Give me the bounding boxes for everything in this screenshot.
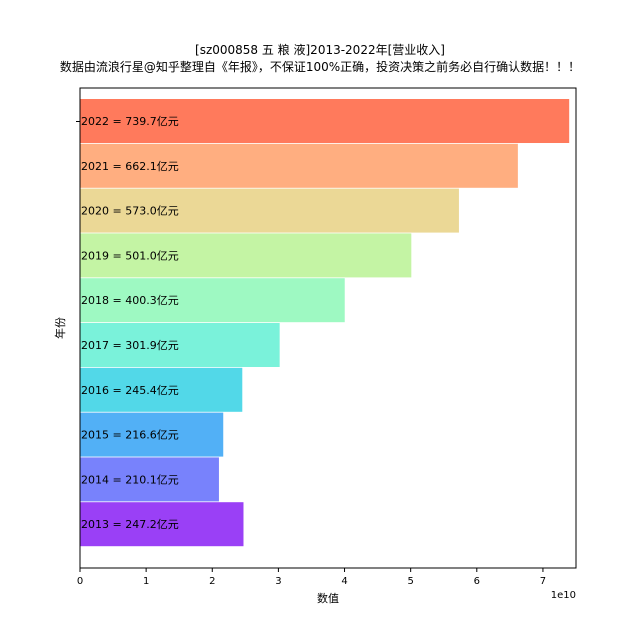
x-axis-label: 数值 — [317, 592, 339, 605]
x-tick-label: 3 — [275, 576, 281, 587]
bar-label-2019: 2019 = 501.0亿元 — [81, 249, 179, 262]
bar-labels-group: 2022 = 739.7亿元 2021 = 662.1亿元 2020 = 573.0… — [81, 115, 179, 531]
bar-label-2018: 2018 = 400.3亿元 — [81, 294, 179, 307]
bar-label-2022: 2022 = 739.7亿元 — [81, 115, 179, 128]
bar-2017 — [80, 323, 280, 367]
bar-2013 — [80, 502, 244, 547]
bar-2020 — [80, 188, 459, 233]
bar-label-2017: 2017 = 301.9亿元 — [81, 339, 179, 352]
bars-group — [80, 99, 570, 547]
x-tick-label: 6 — [474, 576, 480, 587]
x-ticks-group: 0 1 2 3 4 5 6 7 — [77, 568, 546, 587]
bar-label-2021: 2021 = 662.1亿元 — [81, 160, 179, 173]
x-tick-label: 4 — [341, 576, 347, 587]
bar-2022 — [80, 99, 570, 143]
x-tick-label: 0 — [77, 576, 83, 587]
axes-frame — [79, 87, 577, 569]
bar-2016 — [80, 367, 243, 412]
chart-title: [sz000858 五 粮 液]2013-2022年[营业收入] — [195, 43, 445, 57]
bar-label-2015: 2015 = 216.6亿元 — [81, 429, 179, 442]
y-axis-label: 年份 — [53, 317, 67, 339]
x-tick-label: 2 — [209, 576, 215, 587]
x-offset-label: 1e10 — [551, 590, 576, 601]
bar-label-2016: 2016 = 245.4亿元 — [81, 384, 179, 397]
bar-2021 — [80, 143, 518, 188]
x-tick-label: 7 — [540, 576, 546, 587]
bar-2018 — [80, 278, 345, 323]
bar-2019 — [80, 233, 412, 278]
chart-subtitle: 数据由流浪行星@知乎整理自《年报》，不保证100%正确，投资决策之前务必自行确认… — [59, 60, 581, 74]
bar-2015 — [80, 412, 224, 457]
bar-label-2020: 2020 = 573.0亿元 — [81, 205, 179, 218]
x-tick-label: 5 — [407, 576, 413, 587]
bar-2014 — [80, 457, 219, 502]
bar-label-2014: 2014 = 210.1亿元 — [81, 473, 179, 486]
bar-label-2013: 2013 = 247.2亿元 — [81, 518, 179, 531]
x-tick-label: 1 — [143, 576, 149, 587]
